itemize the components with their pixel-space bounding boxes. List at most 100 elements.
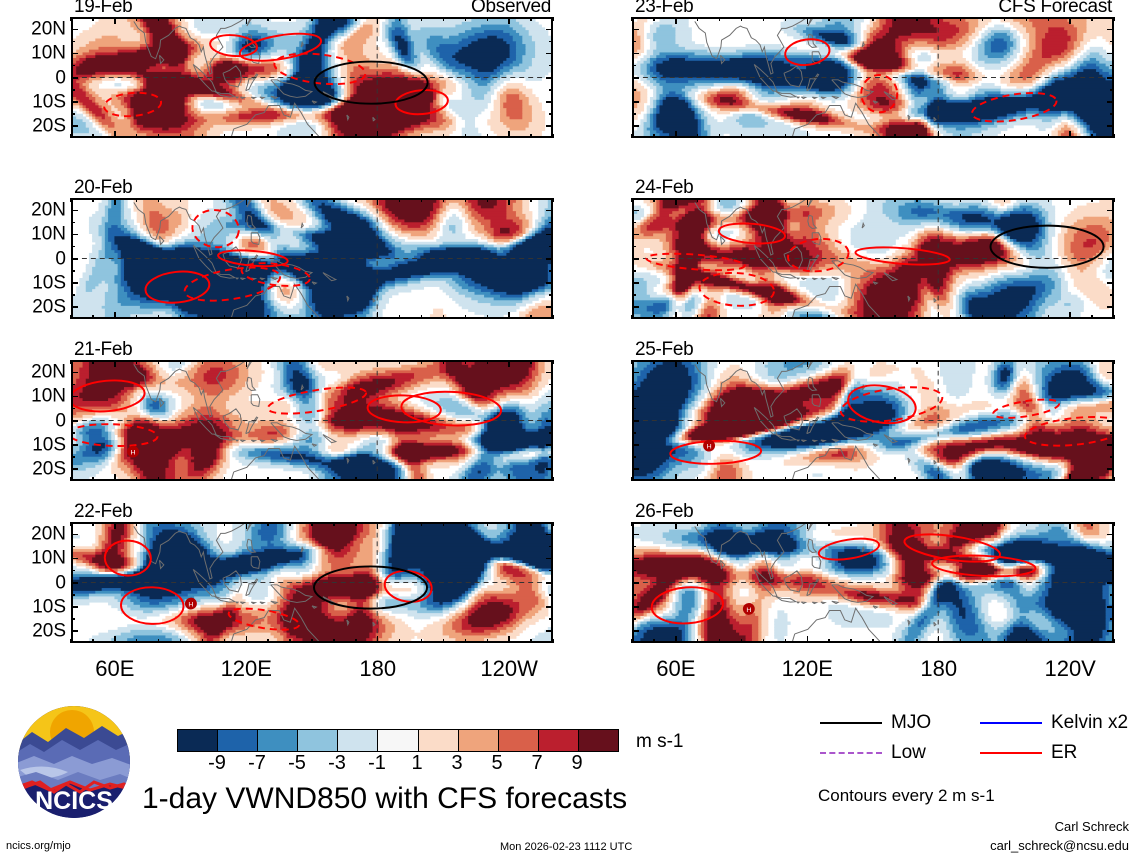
x-axis-tick [653,477,655,481]
y-axis-tick [71,245,75,248]
x-axis-tick [376,312,379,319]
legend-item-low: Low [820,742,926,764]
y-axis-tick [549,569,553,572]
x-axis-tick [552,134,554,138]
y-axis-label: 20S [32,458,66,480]
y-axis-tick [71,294,75,296]
x-axis-tick [1069,360,1071,367]
x-axis-tick [653,17,655,21]
x-axis-tick [420,198,423,202]
x-axis-tick [959,360,962,364]
x-axis-tick [442,315,445,319]
y-axis-tick [1110,456,1114,458]
colorbar-segment [417,730,458,751]
x-axis-tick [675,636,677,643]
x-axis-tick [486,477,489,481]
x-axis-tick [92,477,94,481]
y-axis-tick [1110,40,1114,43]
y-axis-tick [546,233,553,236]
y-axis-tick [549,221,553,224]
x-axis-tick [267,360,269,364]
y-axis-tick [71,64,75,67]
x-axis-tick [486,134,489,138]
x-axis-tick [937,312,940,319]
x-axis-tick [1113,639,1115,643]
y-axis-tick [1107,444,1114,446]
x-axis-tick [916,639,918,643]
x-axis-tick [916,134,918,138]
x-axis-tick [114,360,116,367]
ncics-logo[interactable]: NCICS [14,702,134,827]
x-axis-tick [696,639,699,643]
wave-contours [784,38,1058,123]
x-axis-tick [355,639,357,643]
y-axis-label: 10S [32,91,66,113]
y-axis-tick [1107,395,1114,398]
x-axis-tick [267,17,269,21]
y-axis-tick [71,258,78,260]
y-axis-tick [71,209,78,212]
x-axis-tick [420,134,423,138]
x-axis-tick [894,198,896,202]
y-axis-tick [71,52,78,55]
y-axis-tick [1107,28,1114,31]
x-axis-tick [70,134,72,138]
x-axis-tick [157,198,160,202]
map-canvas: H [632,522,1114,643]
x-axis-tick [894,639,896,643]
shaded-field [634,362,1112,479]
x-axis-tick [201,360,204,364]
x-axis-tick [1047,522,1050,526]
x-axis-tick [289,134,291,138]
x-axis-tick [631,477,633,481]
y-axis-label: 10S [32,596,66,618]
x-axis-label: 180 [359,656,397,681]
x-axis-tick [1025,639,1028,643]
x-axis-tick [179,315,182,319]
panel-date-label: 19-Feb [74,0,133,17]
colorbar-segment [217,730,258,751]
y-axis-tick [71,569,75,572]
x-axis-tick [530,315,532,319]
x-axis-tick [223,315,226,319]
x-axis-tick [530,17,532,21]
x-axis-tick [223,522,226,526]
x-axis-tick [1047,639,1050,643]
x-axis-tick [850,360,852,364]
panel-date-label: 25-Feb [635,339,694,360]
x-axis-tick [959,134,962,138]
x-axis-tick [653,639,655,643]
x-axis-tick [937,636,940,643]
x-axis-tick [92,360,94,364]
y-axis-tick [549,113,553,115]
x-axis-tick [311,477,313,481]
x-axis-tick [718,477,721,481]
colorbar-segment [577,730,619,751]
coastlines [694,200,937,317]
x-axis-tick [1069,474,1071,481]
x-axis-tick [420,17,423,21]
x-axis-tick [114,198,116,205]
footer-email[interactable]: carl_schreck@ncsu.edu [990,838,1129,853]
y-axis-tick [546,306,553,308]
x-axis-tick [92,134,94,138]
coastlines [133,362,376,479]
legend-item-mjo: MJO [820,712,931,734]
y-axis-tick [71,306,78,308]
y-axis-tick [546,209,553,212]
colorbar-units-label: m s-1 [636,731,684,752]
x-axis-tick [1091,134,1093,138]
x-axis-tick [289,522,291,526]
x-axis-tick [696,134,699,138]
y-axis-label: 0 [55,248,66,269]
x-axis-tick [464,315,467,319]
x-axis-label: 60E [95,656,135,681]
x-axis-tick [784,17,787,21]
x-axis-tick [1025,17,1028,21]
x-axis-tick [135,522,138,526]
footer-site-link[interactable]: ncics.org/mjo [6,840,71,852]
x-axis-tick [289,477,291,481]
x-axis-tick [530,522,532,526]
y-axis-tick [1107,258,1114,260]
x-axis-tick [201,639,204,643]
